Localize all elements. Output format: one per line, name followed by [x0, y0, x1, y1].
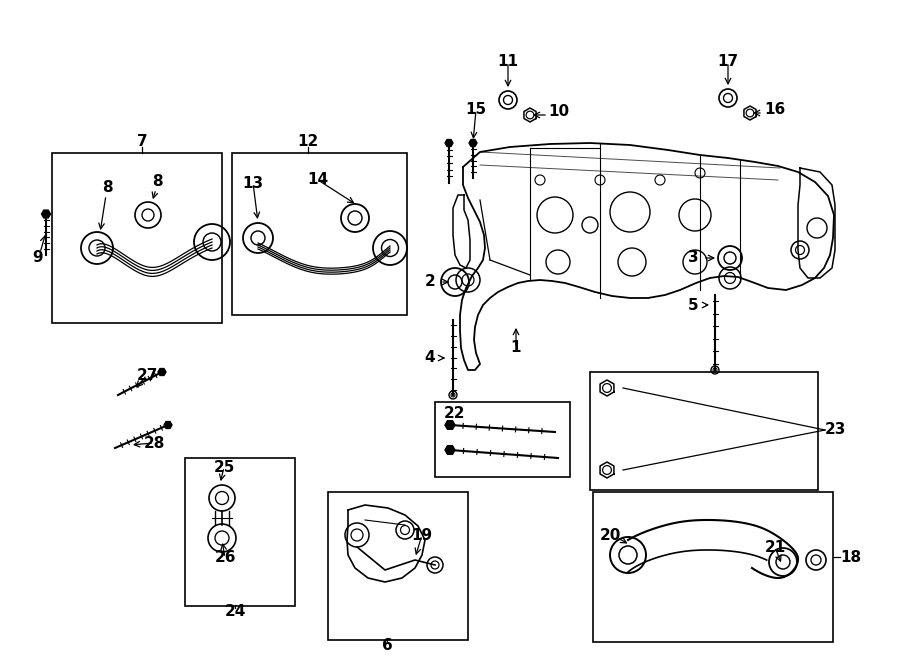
Text: 13: 13	[242, 176, 264, 190]
Text: 23: 23	[825, 422, 846, 438]
Bar	[185, 458, 295, 606]
Polygon shape	[158, 369, 166, 375]
Bar	[52, 153, 222, 323]
Polygon shape	[469, 139, 477, 147]
Text: 19: 19	[411, 527, 433, 543]
Bar	[590, 372, 818, 490]
Text: 22: 22	[444, 405, 465, 420]
Bar	[593, 492, 833, 642]
Text: 6: 6	[382, 637, 392, 652]
Text: 27: 27	[136, 368, 158, 383]
Bar	[435, 402, 570, 477]
Text: 18: 18	[840, 549, 861, 564]
Text: 4: 4	[425, 350, 436, 366]
Polygon shape	[445, 420, 455, 430]
Text: 5: 5	[688, 297, 698, 313]
Text: 8: 8	[152, 175, 162, 190]
Text: 24: 24	[224, 605, 246, 619]
Text: 7: 7	[137, 134, 148, 149]
Bar	[232, 153, 407, 315]
Text: 8: 8	[102, 180, 112, 196]
Polygon shape	[445, 446, 455, 454]
Text: 26: 26	[214, 551, 236, 566]
Text: 11: 11	[498, 54, 518, 69]
Polygon shape	[445, 139, 453, 147]
Text: 9: 9	[32, 251, 43, 266]
Text: 10: 10	[548, 104, 569, 120]
Polygon shape	[164, 422, 172, 428]
Text: 3: 3	[688, 249, 698, 264]
Text: 12: 12	[297, 134, 319, 149]
Text: 15: 15	[465, 102, 487, 118]
Text: 16: 16	[764, 102, 785, 118]
Polygon shape	[41, 210, 50, 218]
Bar	[328, 492, 468, 640]
Text: 17: 17	[717, 54, 739, 69]
Text: 28: 28	[143, 436, 165, 451]
Text: 21: 21	[764, 539, 786, 555]
Text: 2: 2	[425, 274, 436, 290]
Text: 20: 20	[599, 527, 621, 543]
Text: 1: 1	[511, 340, 521, 356]
Text: 25: 25	[213, 459, 235, 475]
Text: 14: 14	[308, 173, 328, 188]
